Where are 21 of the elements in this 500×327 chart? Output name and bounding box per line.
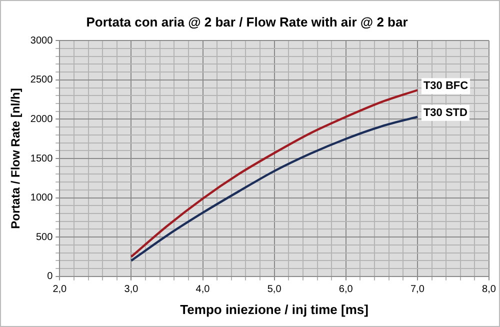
- y-tick-label: 0: [47, 271, 54, 282]
- x-tick-label: 7,0: [410, 284, 425, 296]
- y-tick-label: 2000: [30, 114, 54, 125]
- line-series: [130, 116, 419, 262]
- x-tick-label: 3,0: [124, 284, 139, 296]
- x-axis-title: Tempo iniezione / inj time [ms]: [180, 302, 368, 317]
- chart-title: Portata con aria @ 2 bar / Flow Rate with air @ 2 bar: [86, 14, 408, 30]
- y-tick-label: 3000: [30, 35, 54, 46]
- x-tick-label: 2,0: [52, 284, 68, 296]
- y-axis-title: Portata / Flow Rate [nl/h]: [8, 88, 23, 229]
- x-tick-label: 8,0: [482, 284, 496, 296]
- y-tick-label: 1500: [30, 153, 54, 164]
- y-tick-label: 500: [36, 232, 54, 243]
- y-tick-label: 2500: [30, 74, 54, 86]
- line-series: [130, 89, 419, 258]
- x-tick-label: 4,0: [196, 284, 210, 296]
- y-tick-label: 1000: [30, 192, 54, 204]
- x-tick-label: 5,0: [267, 284, 282, 296]
- series-label: T30 STD: [423, 106, 468, 119]
- series-label: T30 BFC: [423, 80, 468, 92]
- x-tick-label: 6,0: [338, 284, 354, 296]
